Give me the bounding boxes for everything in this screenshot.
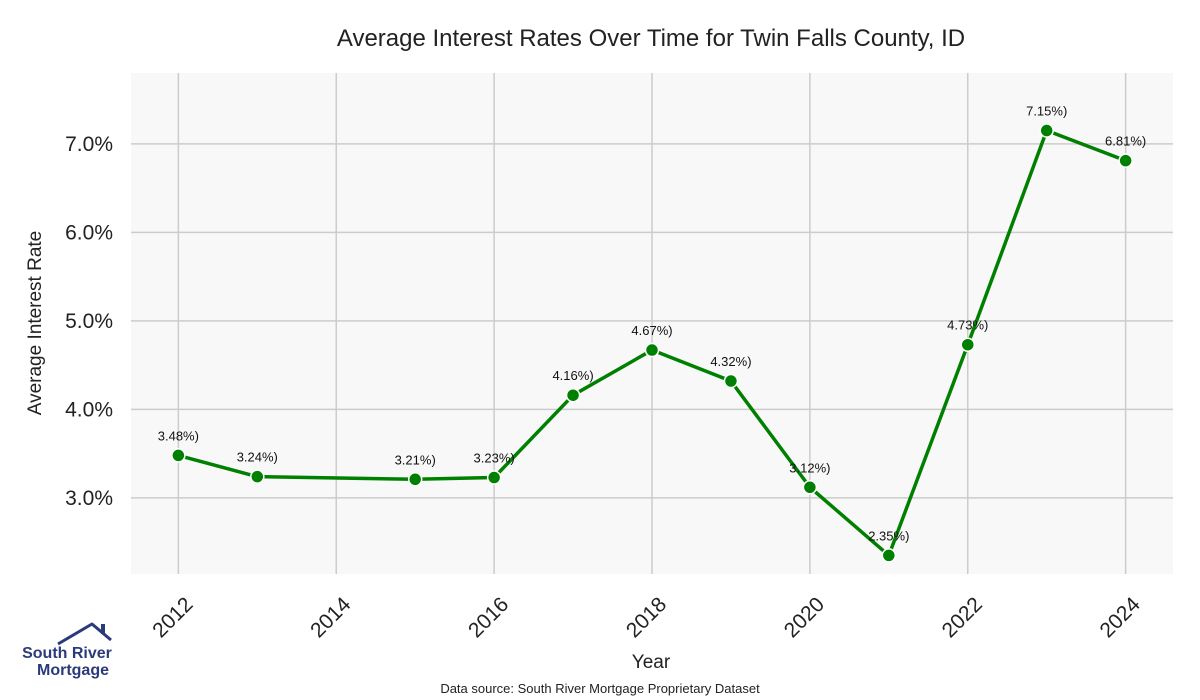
data-point: [486, 470, 502, 485]
logo-line-2: Mortgage: [37, 662, 109, 679]
data-label: 3.21%): [395, 452, 436, 467]
x-axis-ticks: 2012 2014 2016 2018 2020 2022 2024: [148, 593, 1145, 643]
data-labels-layer: 3.48%) 3.24%) 3.21%) 3.23%) 4.16%) 4.67%) 4.32…: [158, 104, 1146, 544]
company-logo: South River Mortgage: [22, 622, 112, 679]
data-label: 6.81%): [1105, 134, 1146, 149]
y-tick-label: 7.0%: [65, 133, 113, 156]
x-tick-label: 2024: [1096, 593, 1146, 643]
data-point: [802, 480, 818, 495]
data-source-note: Data source: South River Mortgage Propri…: [440, 681, 760, 696]
x-tick-label: 2018: [622, 593, 671, 642]
y-tick-label: 5.0%: [65, 310, 113, 333]
x-tick-label: 2014: [306, 593, 356, 643]
data-point: [250, 469, 265, 484]
y-tick-label: 3.0%: [65, 487, 113, 510]
house-chimney-icon: [101, 624, 105, 634]
data-point: [644, 342, 660, 358]
x-tick-label: 2020: [780, 593, 829, 642]
x-tick-label: 2012: [148, 593, 197, 642]
data-label: 4.32%): [710, 354, 751, 369]
data-point: [1039, 123, 1054, 138]
data-point: [171, 448, 186, 463]
data-label: 3.23%): [474, 451, 515, 466]
data-label: 3.24%): [237, 450, 278, 465]
data-point: [407, 472, 423, 487]
x-tick-label: 2022: [938, 593, 987, 642]
data-point: [565, 387, 581, 403]
data-point: [881, 548, 897, 563]
data-label: 4.67%): [631, 323, 672, 338]
chart-title: Average Interest Rates Over Time for Twi…: [337, 25, 965, 52]
data-label: 4.16%): [552, 368, 593, 383]
logo-line-1: South River: [22, 645, 112, 662]
data-point: [1118, 153, 1133, 168]
series-layer: [171, 123, 1133, 563]
y-axis-label: Average Interest Rate: [25, 231, 46, 415]
y-axis-ticks: 3.0% 4.0% 5.0% 6.0% 7.0%: [65, 133, 113, 510]
data-label: 7.15%): [1026, 104, 1067, 119]
y-tick-label: 6.0%: [65, 221, 113, 244]
house-roof-icon: [57, 622, 112, 646]
y-tick-label: 4.0%: [65, 398, 113, 421]
data-label: 2.35%): [868, 528, 909, 543]
series-line: [176, 128, 1128, 558]
x-axis-label: Year: [632, 652, 671, 673]
data-label: 3.12%): [789, 460, 830, 475]
x-tick-label: 2016: [464, 593, 513, 642]
data-point: [960, 337, 976, 352]
data-label: 3.48%): [158, 428, 199, 443]
data-point: [723, 373, 739, 389]
data-label: 4.73%): [947, 318, 988, 333]
